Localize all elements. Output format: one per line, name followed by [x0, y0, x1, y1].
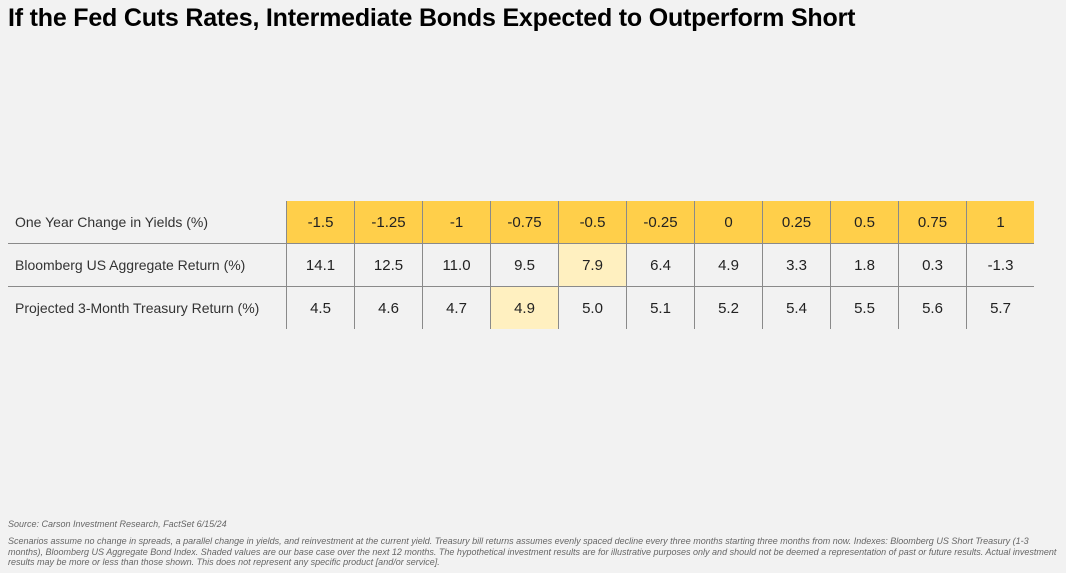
row-label: One Year Change in Yields (%) — [8, 201, 287, 244]
table-row: Bloomberg US Aggregate Return (%) 14.1 12.… — [8, 243, 1034, 287]
header-cell: -1.5 — [286, 201, 355, 244]
header-cell: -1.25 — [354, 201, 423, 244]
header-cell: 0.5 — [830, 201, 899, 244]
data-table: One Year Change in Yields (%) -1.5 -1.25 -1… — [8, 201, 1034, 329]
header-cell: -0.5 — [558, 201, 627, 244]
row-label: Projected 3-Month Treasury Return (%) — [15, 300, 260, 316]
header-cell: -1 — [422, 201, 491, 244]
table-cell: 4.7 — [422, 286, 491, 329]
table-cell: 5.5 — [830, 286, 899, 329]
table-cell: 12.5 — [354, 243, 423, 287]
table-cell: 5.7 — [966, 286, 1034, 329]
header-cell: -0.75 — [490, 201, 559, 244]
table-cell: 4.5 — [286, 286, 355, 329]
table-cell: 5.6 — [898, 286, 967, 329]
table-cell: 5.0 — [558, 286, 627, 329]
table-row: One Year Change in Yields (%) -1.5 -1.25 -1… — [8, 201, 1034, 244]
table-cell: 5.4 — [762, 286, 831, 329]
table-cell: 11.0 — [422, 243, 491, 287]
table-cell: 1.8 — [830, 243, 899, 287]
header-cell: 1 — [966, 201, 1034, 244]
header-cell: 0.75 — [898, 201, 967, 244]
table-cell: 9.5 — [490, 243, 559, 287]
table-cell: 4.9 — [694, 243, 763, 287]
chart-title: If the Fed Cuts Rates, Intermediate Bond… — [8, 4, 856, 32]
header-cell: 0 — [694, 201, 763, 244]
table-cell: 14.1 — [286, 243, 355, 287]
header-cell: -0.25 — [626, 201, 695, 244]
header-cell: 0.25 — [762, 201, 831, 244]
row-label: Bloomberg US Aggregate Return (%) — [8, 243, 287, 287]
footnote: Scenarios assume no change in spreads, a… — [8, 536, 1057, 567]
table-cell: 5.2 — [694, 286, 763, 329]
table-cell: -1.3 — [966, 243, 1034, 287]
table-cell: 6.4 — [626, 243, 695, 287]
table-cell: 0.3 — [898, 243, 967, 287]
table-cell: 5.1 — [626, 286, 695, 329]
table-row: Projected 3-Month Treasury Return (%) 4.5… — [8, 286, 1034, 329]
table-cell: 4.6 — [354, 286, 423, 329]
table-cell: 4.9 — [490, 286, 559, 329]
table-cell: 3.3 — [762, 243, 831, 287]
source-note: Source: Carson Investment Research, Fact… — [8, 519, 227, 529]
table-cell: 7.9 — [558, 243, 627, 287]
